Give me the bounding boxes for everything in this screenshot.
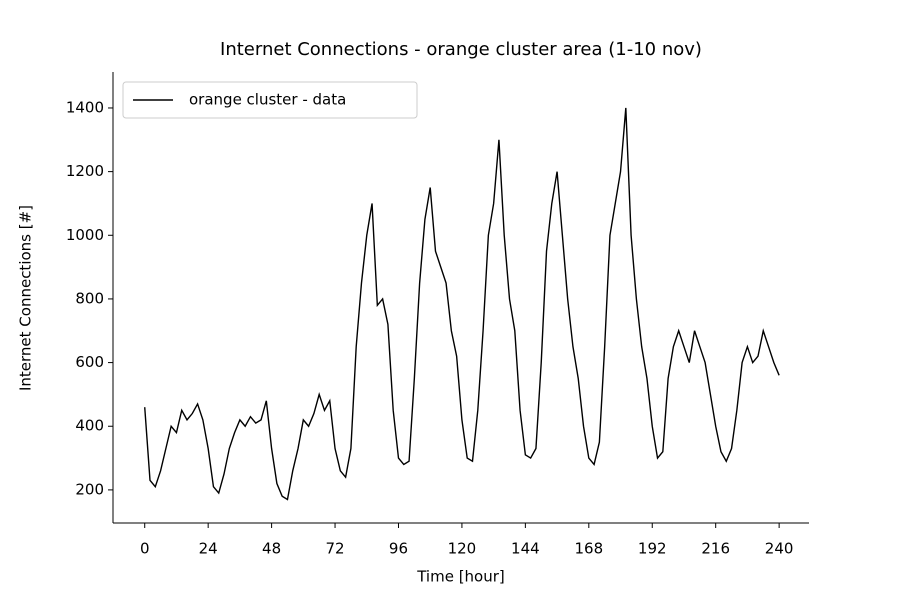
x-tick-label: 72 xyxy=(325,540,344,558)
y-tick-label: 400 xyxy=(75,417,104,435)
chart-title: Internet Connections - orange cluster ar… xyxy=(220,39,702,60)
x-tick-label: 144 xyxy=(511,540,540,558)
x-tick-label: 96 xyxy=(389,540,408,558)
y-axis-label: Internet Connections [#] xyxy=(17,205,35,391)
legend-label: orange cluster - data xyxy=(189,91,346,109)
y-tick-label: 1200 xyxy=(66,162,104,180)
y-tick-label: 1400 xyxy=(66,98,104,116)
y-tick-label: 1000 xyxy=(66,226,104,244)
y-tick-label: 800 xyxy=(75,289,104,307)
x-tick-label: 192 xyxy=(638,540,667,558)
y-tick-label: 200 xyxy=(75,480,104,498)
data-line xyxy=(144,107,780,501)
x-tick-label: 240 xyxy=(765,540,794,558)
y-tick-label: 600 xyxy=(75,353,104,371)
x-tick-label: 120 xyxy=(448,540,477,558)
x-tick-label: 48 xyxy=(262,540,281,558)
x-tick-label: 0 xyxy=(140,540,150,558)
x-tick-label: 168 xyxy=(574,540,603,558)
x-tick-label: 24 xyxy=(199,540,218,558)
legend-box xyxy=(122,81,418,119)
x-axis-label: Time [hour] xyxy=(416,568,505,586)
x-tick-label: 216 xyxy=(701,540,730,558)
